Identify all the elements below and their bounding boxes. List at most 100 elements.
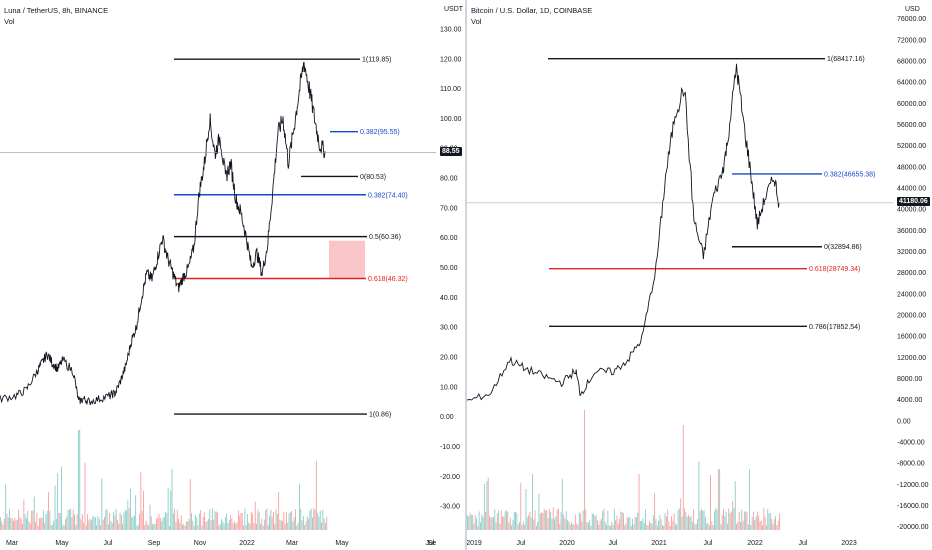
btc-volume-bar bbox=[528, 515, 529, 530]
luna-chart-panel[interactable]: 130.00120.00110.00100.0090.0080.0070.006… bbox=[0, 0, 465, 550]
btc-volume-bar bbox=[772, 523, 774, 530]
luna-chart-canvas[interactable]: 130.00120.00110.00100.0090.0080.0070.006… bbox=[0, 0, 465, 550]
btc-volume-bar bbox=[638, 473, 640, 530]
btc-volume-bar bbox=[580, 513, 581, 530]
btc-volume-bar bbox=[571, 521, 572, 530]
luna-volume-bar bbox=[98, 518, 100, 530]
btc-volume-bar bbox=[724, 516, 726, 530]
btc-volume-bar bbox=[710, 475, 711, 530]
btc-volume-bar bbox=[487, 477, 489, 530]
luna-volume-bar bbox=[175, 521, 177, 530]
btc-volume-bar bbox=[699, 511, 701, 530]
luna-volume-bar bbox=[1, 521, 3, 530]
luna-volume-bar bbox=[306, 516, 308, 530]
btc-volume-bar bbox=[472, 515, 474, 530]
btc-volume-bar bbox=[467, 515, 468, 530]
luna-volume-bar bbox=[312, 517, 313, 530]
luna-y-tick: 10.00 bbox=[440, 384, 458, 391]
btc-volume-bar bbox=[650, 523, 652, 530]
luna-volume-bar bbox=[279, 519, 281, 530]
luna-volume-bar bbox=[240, 513, 242, 530]
btc-volume-bar bbox=[764, 516, 766, 530]
luna-volume-bar bbox=[169, 525, 170, 530]
luna-volume-bar bbox=[150, 516, 152, 530]
luna-volume-bar bbox=[128, 508, 130, 530]
btc-y-tick: 44000.00 bbox=[897, 185, 926, 192]
btc-x-tick: Jul bbox=[799, 540, 808, 547]
luna-volume-bar bbox=[185, 521, 187, 530]
btc-volume-bar bbox=[634, 516, 636, 530]
btc-chart-title: Bitcoin / U.S. Dollar, 1D, COINBASE bbox=[471, 6, 593, 15]
luna-current-price-label: 88.55 bbox=[440, 146, 462, 156]
btc-volume-bar bbox=[706, 523, 708, 530]
btc-chart-panel[interactable]: 76000.00 72000.00 68000.00 64000.00 60000.00… bbox=[467, 0, 932, 550]
luna-volume-bar bbox=[315, 460, 317, 530]
btc-volume-bar bbox=[707, 522, 709, 530]
luna-volume-bar bbox=[273, 512, 274, 530]
btc-y-tick: 0.00 bbox=[897, 418, 911, 425]
luna-volume-bar bbox=[76, 514, 78, 530]
btc-volume-bar bbox=[753, 511, 754, 530]
luna-volume-bar bbox=[124, 510, 126, 530]
luna-volume-bar bbox=[161, 521, 163, 530]
btc-y-tick: 20000.00 bbox=[897, 312, 926, 319]
btc-volume-bar bbox=[535, 525, 537, 530]
btc-y-tick: 16000.00 bbox=[897, 334, 926, 341]
btc-volume-bar bbox=[546, 510, 548, 530]
luna-volume-bar bbox=[244, 508, 246, 530]
luna-fib-label: 0.382(95.55) bbox=[360, 129, 400, 136]
btc-volume-bar bbox=[733, 508, 735, 530]
btc-volume-bar bbox=[628, 517, 630, 530]
panel-divider[interactable] bbox=[465, 0, 467, 550]
btc-volume-bar bbox=[751, 516, 753, 530]
btc-volume-bar bbox=[620, 511, 622, 530]
btc-volume-bar bbox=[691, 521, 693, 530]
luna-volume-bar bbox=[192, 520, 194, 530]
luna-volume-bar bbox=[58, 512, 60, 530]
luna-volume-bar bbox=[205, 521, 207, 530]
luna-fib-label: 1(119.85) bbox=[362, 57, 391, 64]
luna-volume-bar bbox=[292, 521, 294, 530]
luna-volume-bar bbox=[32, 510, 34, 530]
btc-volume-bar bbox=[767, 508, 769, 530]
btc-volume-bar bbox=[550, 512, 552, 530]
luna-volume-bar bbox=[41, 517, 43, 530]
btc-volume-bar bbox=[469, 512, 471, 530]
btc-volume-bar bbox=[610, 525, 611, 530]
luna-volume-bar bbox=[66, 516, 68, 530]
btc-volume-bar bbox=[771, 519, 773, 530]
btc-volume-bar bbox=[576, 523, 578, 530]
btc-volume-bar bbox=[584, 410, 585, 530]
btc-y-tick: 36000.00 bbox=[897, 228, 926, 235]
luna-volume-bar bbox=[317, 512, 319, 530]
btc-volume-bar bbox=[645, 509, 646, 530]
btc-volume-bar bbox=[680, 498, 682, 530]
luna-volume-bar bbox=[174, 508, 176, 530]
btc-volume-bar bbox=[643, 522, 645, 530]
btc-volume-bar bbox=[715, 508, 717, 530]
luna-volume-bar bbox=[26, 518, 27, 530]
btc-current-price-label: 41180.06 bbox=[897, 196, 930, 206]
luna-volume-bar bbox=[50, 525, 52, 530]
btc-chart-canvas[interactable]: 76000.00 72000.00 68000.00 64000.00 60000.00… bbox=[467, 0, 932, 550]
btc-volume-bar bbox=[603, 508, 605, 530]
btc-volume-bar bbox=[624, 525, 626, 530]
luna-volume-bar bbox=[230, 515, 231, 530]
btc-volume-bar bbox=[689, 517, 691, 530]
btc-volume-bar bbox=[763, 508, 765, 530]
btc-volume-bar bbox=[750, 525, 752, 530]
luna-x-tick: Mar bbox=[286, 540, 299, 547]
btc-volume-bar bbox=[515, 512, 516, 530]
btc-volume-bar bbox=[734, 481, 736, 530]
btc-volume-bar bbox=[617, 523, 619, 530]
luna-volume-bar bbox=[170, 490, 172, 530]
btc-volume-bar bbox=[526, 517, 528, 530]
luna-volume-bar bbox=[204, 512, 205, 530]
luna-volume-bar bbox=[93, 517, 95, 530]
luna-volume-bar bbox=[183, 524, 185, 530]
luna-volume-bar bbox=[208, 519, 209, 530]
luna-volume-bar bbox=[195, 515, 196, 530]
btc-volume-bar bbox=[533, 519, 535, 530]
btc-volume-bar bbox=[608, 525, 610, 530]
btc-volume-bar bbox=[468, 516, 470, 530]
